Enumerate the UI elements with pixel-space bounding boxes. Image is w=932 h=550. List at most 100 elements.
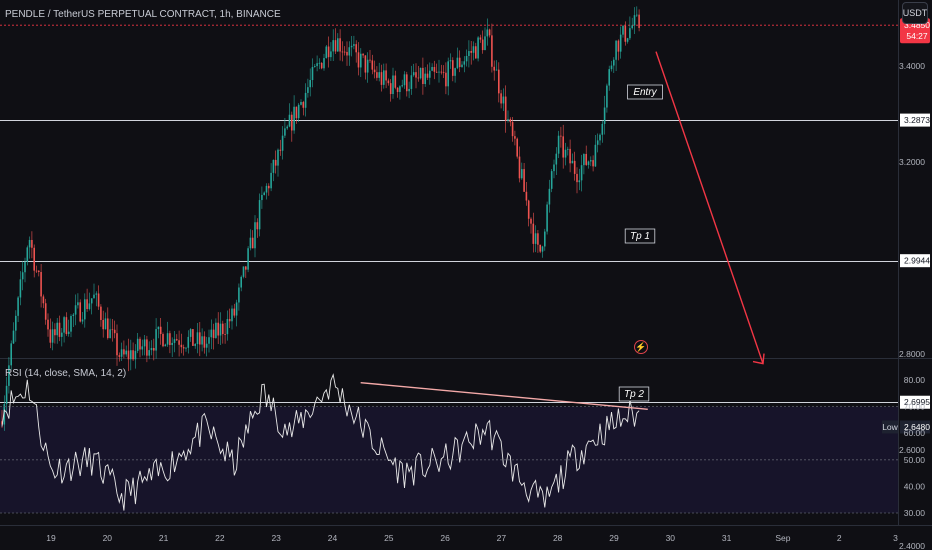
candle-body [224,334,226,335]
rsi-trendline [360,381,648,410]
candle-body [102,319,104,330]
candle-body [51,329,54,343]
price-tick-label: 3.4000 [899,61,925,71]
hl-value-label: 2.6480 [904,422,930,432]
time-tick-label: 28 [553,533,563,543]
candle-body [228,319,231,322]
candle-body [360,53,362,68]
currency-button[interactable]: USDT [902,2,928,24]
candle-body [525,191,528,201]
candle-body [468,51,470,56]
candle-body [387,80,390,84]
candle-body [454,68,456,76]
time-tick-label: 24 [328,533,338,543]
candle-body [215,322,217,338]
candle-body [470,51,472,53]
level-value-box [900,395,930,409]
candle-body [109,329,111,339]
candle-body [419,67,422,79]
candle-body [226,319,229,335]
candle-body [622,25,624,35]
candle-body [410,75,413,89]
candle-body [74,305,77,315]
candle-body [458,57,461,68]
candle-body [475,46,477,59]
candle-body [424,73,426,85]
candle-body [107,318,109,339]
candle-body [42,296,45,304]
candle-body [123,349,125,355]
candle-body [155,329,157,351]
candle-body [442,71,445,73]
time-tick-label: 27 [497,533,507,543]
candle-body [548,188,551,205]
chart-title: PENDLE / TetherUS PERPETUAL CONTRACT, 1h… [5,9,281,20]
candle-body [631,25,633,29]
candle-body [58,322,61,337]
candle-body [608,69,610,86]
candle-body [302,101,305,108]
annotation-label: Tp 2 [624,389,644,400]
candle-body [461,64,463,68]
candle-body [189,329,192,337]
candle-body [240,276,242,288]
candle-body [403,74,406,86]
current-price-label: 3.4850 [904,20,930,30]
lightning-icon[interactable]: ⚡ [634,340,648,354]
candle-body [38,270,40,273]
rsi-tick-label: 50.00 [904,455,926,465]
candle-body [576,173,578,183]
candle-body [31,239,33,248]
candle-body [339,38,341,52]
annotation-box [627,84,663,100]
candle-body [509,119,512,123]
candle-body [500,93,502,104]
candle-body [314,66,316,67]
rsi-tick-label: 80.00 [904,375,926,385]
candle-body [49,329,52,343]
candle-body [90,298,93,304]
candle-body [258,200,261,230]
candle-body [146,339,148,356]
candle-body [222,323,224,335]
candle-body [295,106,298,119]
annotation-label: Entry [633,87,657,98]
candle-body [166,333,169,345]
candle-body [571,160,574,164]
time-tick-label: 22 [215,533,225,543]
candle-body [35,270,38,272]
candle-body [157,326,160,330]
candle-body [408,88,410,92]
candle-body [578,180,581,183]
candle-body [385,70,387,81]
candle-body [371,60,374,70]
candle-body [449,60,452,62]
candle-body [452,60,454,76]
candle-body [217,322,219,336]
candle-body [590,160,592,162]
candle-body [203,336,206,348]
candle-body [629,28,631,39]
candle-body [431,66,433,71]
candle-body [550,171,553,189]
candle-body [527,200,530,219]
candle-body [192,329,194,346]
candle-body [100,306,102,320]
candle-body [415,72,417,78]
candle-body [84,299,86,320]
candle-body [54,329,56,336]
annotation-box [618,386,650,402]
candle-body [337,38,339,52]
candle-body [159,326,162,335]
candle-body [180,344,183,348]
candle-body [498,69,500,94]
candle-body [617,40,620,52]
candle-body [176,339,178,341]
arrow-head [752,353,765,365]
candle-body [472,46,475,53]
candle-body [456,57,459,69]
candle-body [626,38,629,42]
candle-body [613,59,615,66]
candle-body [488,29,491,36]
